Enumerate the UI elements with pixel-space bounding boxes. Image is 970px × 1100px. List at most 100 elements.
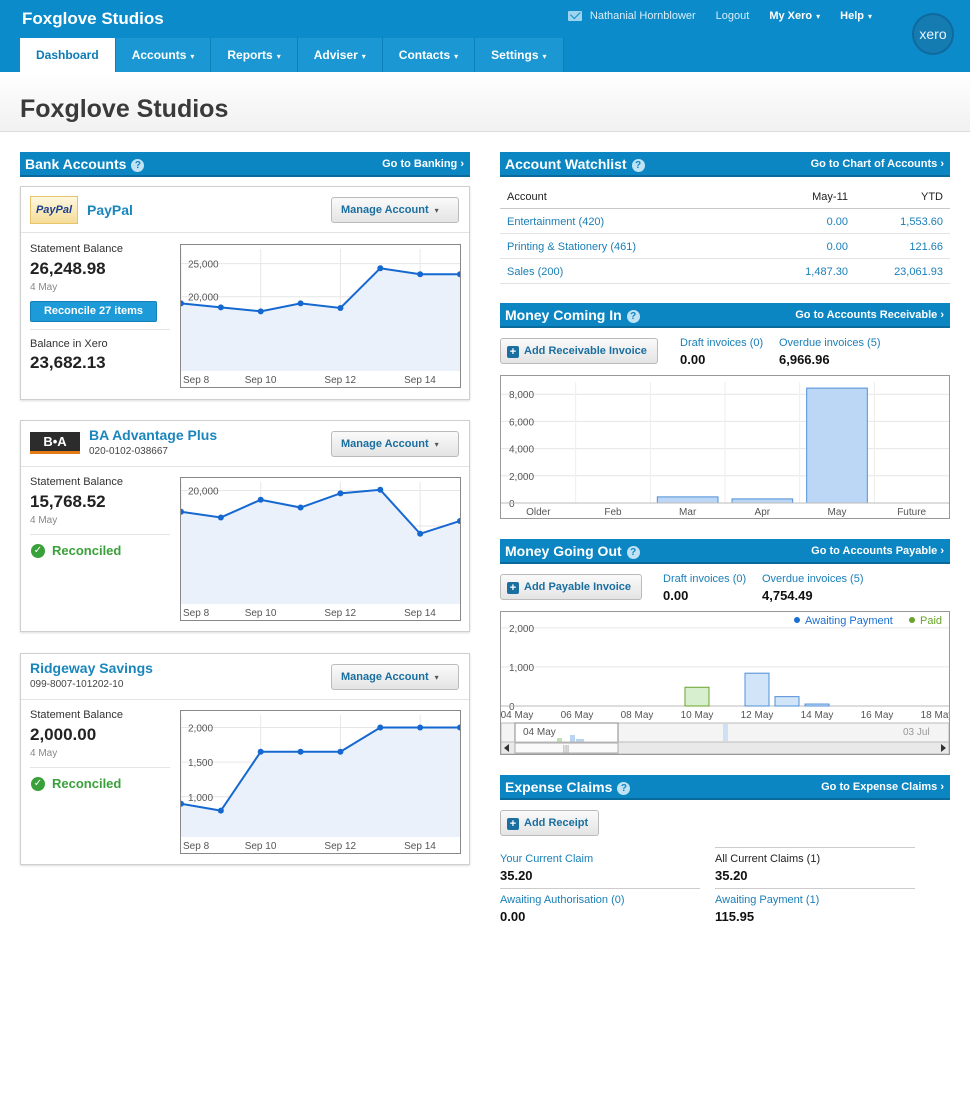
reconciled-status: ✓ Reconciled xyxy=(31,543,121,558)
tab-reports[interactable]: Reports ▾ xyxy=(211,38,298,72)
org-name[interactable]: Foxglove Studios xyxy=(22,9,164,28)
tab-label: Dashboard xyxy=(36,48,99,62)
account-name[interactable]: Ridgeway Savings xyxy=(30,660,153,676)
account-name[interactable]: BA Advantage Plus xyxy=(89,427,218,443)
xero-logo[interactable]: xero xyxy=(912,13,954,55)
statement-date: 4 May xyxy=(30,282,58,293)
x-tick-label: 08 May xyxy=(621,710,654,721)
draft-invoices-link[interactable]: Draft invoices (0) xyxy=(680,337,764,349)
help-icon[interactable]: ? xyxy=(626,546,640,559)
overdue-invoices-link[interactable]: Overdue invoices (5) xyxy=(762,573,864,585)
y-tick-label: 20,000 xyxy=(188,487,219,498)
help-menu[interactable]: Help ▾ xyxy=(840,10,872,22)
bank-accounts-title: Bank Accounts xyxy=(25,156,127,172)
tab-contacts[interactable]: Contacts ▾ xyxy=(382,38,476,72)
table-row[interactable]: Printing & Stationery (461) 0.00 121.66 xyxy=(500,234,950,259)
data-point xyxy=(297,300,304,307)
your-current-claim-link[interactable]: Your Current Claim xyxy=(500,853,594,865)
draft-invoices-value: 0.00 xyxy=(663,588,689,603)
tab-adviser[interactable]: Adviser ▾ xyxy=(297,38,383,72)
user-link[interactable]: Nathanial Hornblower xyxy=(567,10,696,22)
reconcile-button[interactable]: Reconcile 27 items xyxy=(30,301,157,322)
go-to-payables-link[interactable]: Go to Accounts Payable › xyxy=(811,545,944,557)
manage-account-button[interactable]: Manage Account ▾ xyxy=(331,431,459,457)
x-tick-label: Sep 14 xyxy=(404,608,436,619)
money-in-chart-svg: 0 2,000 4,000 6,000 8,000 Older Feb Mar Apr May Fu… xyxy=(501,382,949,518)
tab-settings[interactable]: Settings ▾ xyxy=(475,38,564,72)
overdue-invoices-value: 6,966.96 xyxy=(779,352,830,367)
help-icon[interactable]: ? xyxy=(131,159,145,172)
month-value[interactable]: 0.00 xyxy=(826,241,848,253)
money-out-chart: 0 1,000 2,000 04 May 06 May 08 May 10 May 12 Ma… xyxy=(500,611,953,755)
statement-balance: 2,000.00 xyxy=(30,725,97,744)
overdue-invoices-value: 4,754.49 xyxy=(762,588,813,603)
range-end-label: 03 Jul xyxy=(903,727,930,738)
button-label: Manage Account xyxy=(341,438,429,450)
help-icon[interactable]: ? xyxy=(617,782,631,795)
x-tick-label: Apr xyxy=(755,507,771,518)
x-tick-label: 18 May xyxy=(921,710,949,721)
x-tick-label: 16 May xyxy=(861,710,894,721)
button-label: Manage Account xyxy=(341,671,429,683)
tab-label: Adviser xyxy=(313,48,358,62)
y-tick-label: 1,000 xyxy=(509,663,534,674)
series-line xyxy=(180,267,460,313)
account-link[interactable]: Sales (200) xyxy=(507,266,564,278)
overdue-invoices-link[interactable]: Overdue invoices (5) xyxy=(779,337,881,349)
chevron-down-icon: ▾ xyxy=(434,440,439,449)
help-label: Help xyxy=(840,10,864,22)
all-current-claims-label: All Current Claims (1) xyxy=(715,853,821,865)
my-xero-menu[interactable]: My Xero ▾ xyxy=(769,10,820,22)
draft-invoices-link[interactable]: Draft invoices (0) xyxy=(663,573,747,585)
bank-accounts-header: Bank Accounts? Go to Banking › xyxy=(20,152,470,177)
tab-dashboard[interactable]: Dashboard xyxy=(20,38,116,72)
manage-account-button[interactable]: Manage Account ▾ xyxy=(331,197,459,223)
add-receipt-button[interactable]: + Add Receipt xyxy=(500,810,600,836)
tab-label: Contacts xyxy=(398,48,451,62)
table-row[interactable]: Entertainment (420) 0.00 1,553.60 xyxy=(500,209,950,234)
data-point xyxy=(377,724,384,731)
scroll-left-icon xyxy=(504,744,509,752)
statement-date: 4 May xyxy=(30,748,58,759)
paypal-logo: PayPal xyxy=(30,196,78,224)
title-strip: Foxglove Studios xyxy=(0,72,970,132)
divider xyxy=(715,888,915,889)
top-bar: Foxglove Studios Nathanial Hornblower Lo… xyxy=(0,0,970,72)
help-icon[interactable]: ? xyxy=(631,159,645,172)
ytd-value[interactable]: 121.66 xyxy=(909,241,943,253)
month-value[interactable]: 1,487.30 xyxy=(805,266,848,278)
ytd-value[interactable]: 23,061.93 xyxy=(894,266,943,278)
account-link[interactable]: Printing & Stationery (461) xyxy=(507,241,637,253)
table-row[interactable]: Sales (200) 1,487.30 23,061.93 xyxy=(500,259,950,284)
add-receivable-invoice-button[interactable]: + Add Receivable Invoice xyxy=(500,338,658,364)
go-to-receivables-link[interactable]: Go to Accounts Receivable › xyxy=(795,309,944,321)
range-mini-bar xyxy=(557,738,562,742)
legend-label: Awaiting Payment xyxy=(805,615,893,627)
month-value[interactable]: 0.00 xyxy=(826,216,848,228)
logout-link[interactable]: Logout xyxy=(715,10,750,22)
tab-accounts[interactable]: Accounts ▾ xyxy=(115,38,212,72)
ytd-value[interactable]: 1,553.60 xyxy=(900,216,943,228)
awaiting-authorisation-link[interactable]: Awaiting Authorisation (0) xyxy=(500,894,625,906)
account-link[interactable]: Entertainment (420) xyxy=(507,216,605,228)
go-to-expense-claims-link[interactable]: Go to Expense Claims › xyxy=(821,781,944,793)
legend-marker xyxy=(909,617,915,623)
add-payable-invoice-button[interactable]: + Add Payable Invoice xyxy=(500,574,642,600)
button-label: Add Receivable Invoice xyxy=(524,345,647,357)
go-to-chart-of-accounts-link[interactable]: Go to Chart of Accounts › xyxy=(810,158,944,170)
user-name[interactable]: Nathanial Hornblower xyxy=(589,10,696,22)
section-title: Account Watchlist? xyxy=(505,156,645,172)
data-point xyxy=(417,271,424,278)
manage-account-button[interactable]: Manage Account ▾ xyxy=(331,664,459,690)
plus-icon: + xyxy=(507,346,519,358)
account-name[interactable]: PayPal xyxy=(87,202,133,218)
bar xyxy=(804,703,830,707)
help-icon[interactable]: ? xyxy=(626,310,640,323)
data-point xyxy=(217,514,224,521)
x-tick-label: May xyxy=(828,507,847,518)
awaiting-payment-link[interactable]: Awaiting Payment (1) xyxy=(715,894,820,906)
section-title: Expense Claims? xyxy=(505,779,631,795)
go-to-banking-link[interactable]: Go to Banking › xyxy=(382,158,464,170)
button-label: Add Receipt xyxy=(524,817,589,829)
